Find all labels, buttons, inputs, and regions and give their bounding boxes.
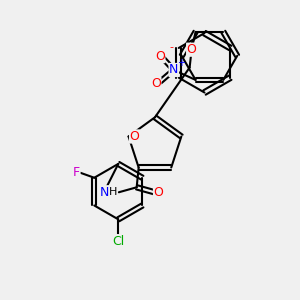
Text: F: F xyxy=(73,166,80,179)
Text: O: O xyxy=(130,130,140,143)
Text: Cl: Cl xyxy=(112,235,124,248)
Text: -: - xyxy=(170,42,174,52)
Text: +: + xyxy=(177,58,185,68)
Text: N: N xyxy=(169,64,178,76)
Text: O: O xyxy=(151,77,161,90)
Text: O: O xyxy=(155,50,165,63)
Text: O: O xyxy=(154,186,164,199)
Text: N: N xyxy=(99,186,109,199)
Text: H: H xyxy=(109,187,117,197)
Text: O: O xyxy=(187,43,196,56)
